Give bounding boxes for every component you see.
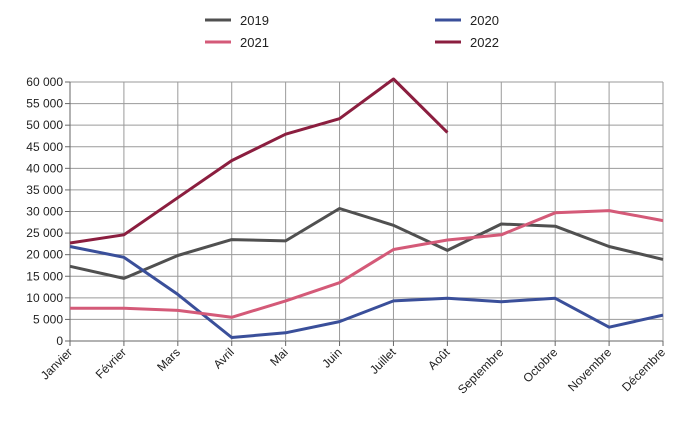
x-tick-label: Mars: [154, 345, 183, 374]
x-tick-label: Février: [93, 345, 129, 381]
y-tick-label: 0: [56, 334, 63, 348]
legend-label: 2022: [470, 35, 499, 50]
legend: 2019 2020 2021 2022: [205, 13, 499, 50]
y-tick-label: 20 000: [26, 248, 63, 262]
x-tick-label: Avril: [211, 345, 237, 371]
y-tick-label: 45 000: [26, 140, 63, 154]
x-tick-label: Juin: [319, 345, 344, 370]
x-tick-label: Décembre: [619, 345, 668, 394]
legend-item-2020: 2020: [435, 13, 499, 28]
x-tick-label: Novembre: [565, 345, 614, 394]
y-tick-label: 35 000: [26, 183, 63, 197]
series-line-2022: [69, 77, 449, 245]
y-tick-label: 60 000: [26, 75, 63, 89]
y-tick-label: 30 000: [26, 205, 63, 219]
series-line-2021: [70, 209, 664, 319]
y-tick-label: 5 000: [33, 312, 63, 326]
series-line-2020: [69, 245, 664, 339]
x-tick-label: Mai: [267, 345, 291, 369]
y-tick-label: 55 000: [26, 97, 63, 111]
y-tick-label: 40 000: [26, 161, 63, 175]
legend-label: 2019: [240, 13, 269, 28]
x-tick-label: Septembre: [455, 345, 507, 397]
legend-item-2021: 2021: [205, 35, 269, 50]
y-tick-label: 50 000: [26, 118, 63, 132]
x-tick-label: Octobre: [520, 345, 560, 385]
x-tick-label: Août: [425, 345, 453, 373]
legend-label: 2020: [470, 13, 499, 28]
y-tick-label: 15 000: [26, 269, 63, 283]
legend-item-2022: 2022: [435, 35, 499, 50]
legend-item-2019: 2019: [205, 13, 269, 28]
series-layer: [69, 77, 664, 339]
series-line-2019: [69, 207, 664, 280]
y-tick-label: 10 000: [26, 291, 63, 305]
x-tick-label: Janvier: [38, 345, 75, 382]
legend-label: 2021: [240, 35, 269, 50]
x-tick-label: Juillet: [367, 345, 399, 377]
y-tick-label: 25 000: [26, 226, 63, 240]
